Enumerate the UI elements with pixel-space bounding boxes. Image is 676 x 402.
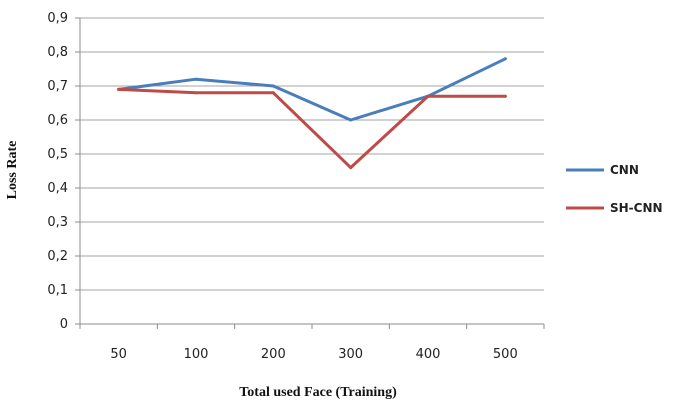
y-tick-label: 0,1 (47, 283, 68, 298)
y-tick-label: 0 (60, 317, 68, 332)
data-point (271, 91, 275, 95)
gridlines (75, 17, 544, 325)
y-tick-label: 0,4 (47, 181, 68, 196)
data-point (194, 77, 198, 81)
legend: CNN SH-CNN (566, 163, 663, 215)
series-line-cnn (117, 57, 507, 122)
y-tick-label: 0,3 (47, 215, 68, 230)
x-tick-label: 200 (261, 347, 286, 362)
data-point (349, 166, 353, 170)
y-tick-labels: 0 0,1 0,2 0,3 0,4 0,5 0,6 0,7 0,8 0,9 (47, 11, 68, 332)
x-tick-labels: 50 100 200 300 400 500 (110, 347, 517, 362)
x-axis (79, 18, 545, 329)
legend-label: SH-CNN (610, 201, 663, 215)
data-point (271, 84, 275, 88)
y-tick-label: 0,2 (47, 249, 68, 264)
y-tick-label: 0,8 (47, 45, 68, 60)
x-tick-label: 400 (416, 347, 441, 362)
series-lines (117, 57, 507, 170)
y-tick-label: 0,7 (47, 79, 68, 94)
x-tick-label: 300 (338, 347, 363, 362)
data-point (349, 118, 353, 122)
legend-label: CNN (610, 163, 639, 177)
x-tick-label: 50 (110, 347, 127, 362)
y-tick-label: 0,9 (47, 11, 68, 26)
series-line-sh-cnn (117, 87, 507, 170)
data-point (503, 57, 507, 61)
data-point (117, 87, 121, 91)
x-axis-title: Total used Face (Training) (239, 385, 397, 400)
y-tick-label: 0,6 (47, 113, 68, 128)
x-tick-label: 500 (493, 347, 518, 362)
y-tick-label: 0,5 (47, 147, 68, 162)
data-point (503, 94, 507, 98)
x-tick-label: 100 (184, 347, 209, 362)
data-point (426, 94, 430, 98)
y-axis-title: Loss Rate (5, 141, 20, 200)
data-point (194, 91, 198, 95)
